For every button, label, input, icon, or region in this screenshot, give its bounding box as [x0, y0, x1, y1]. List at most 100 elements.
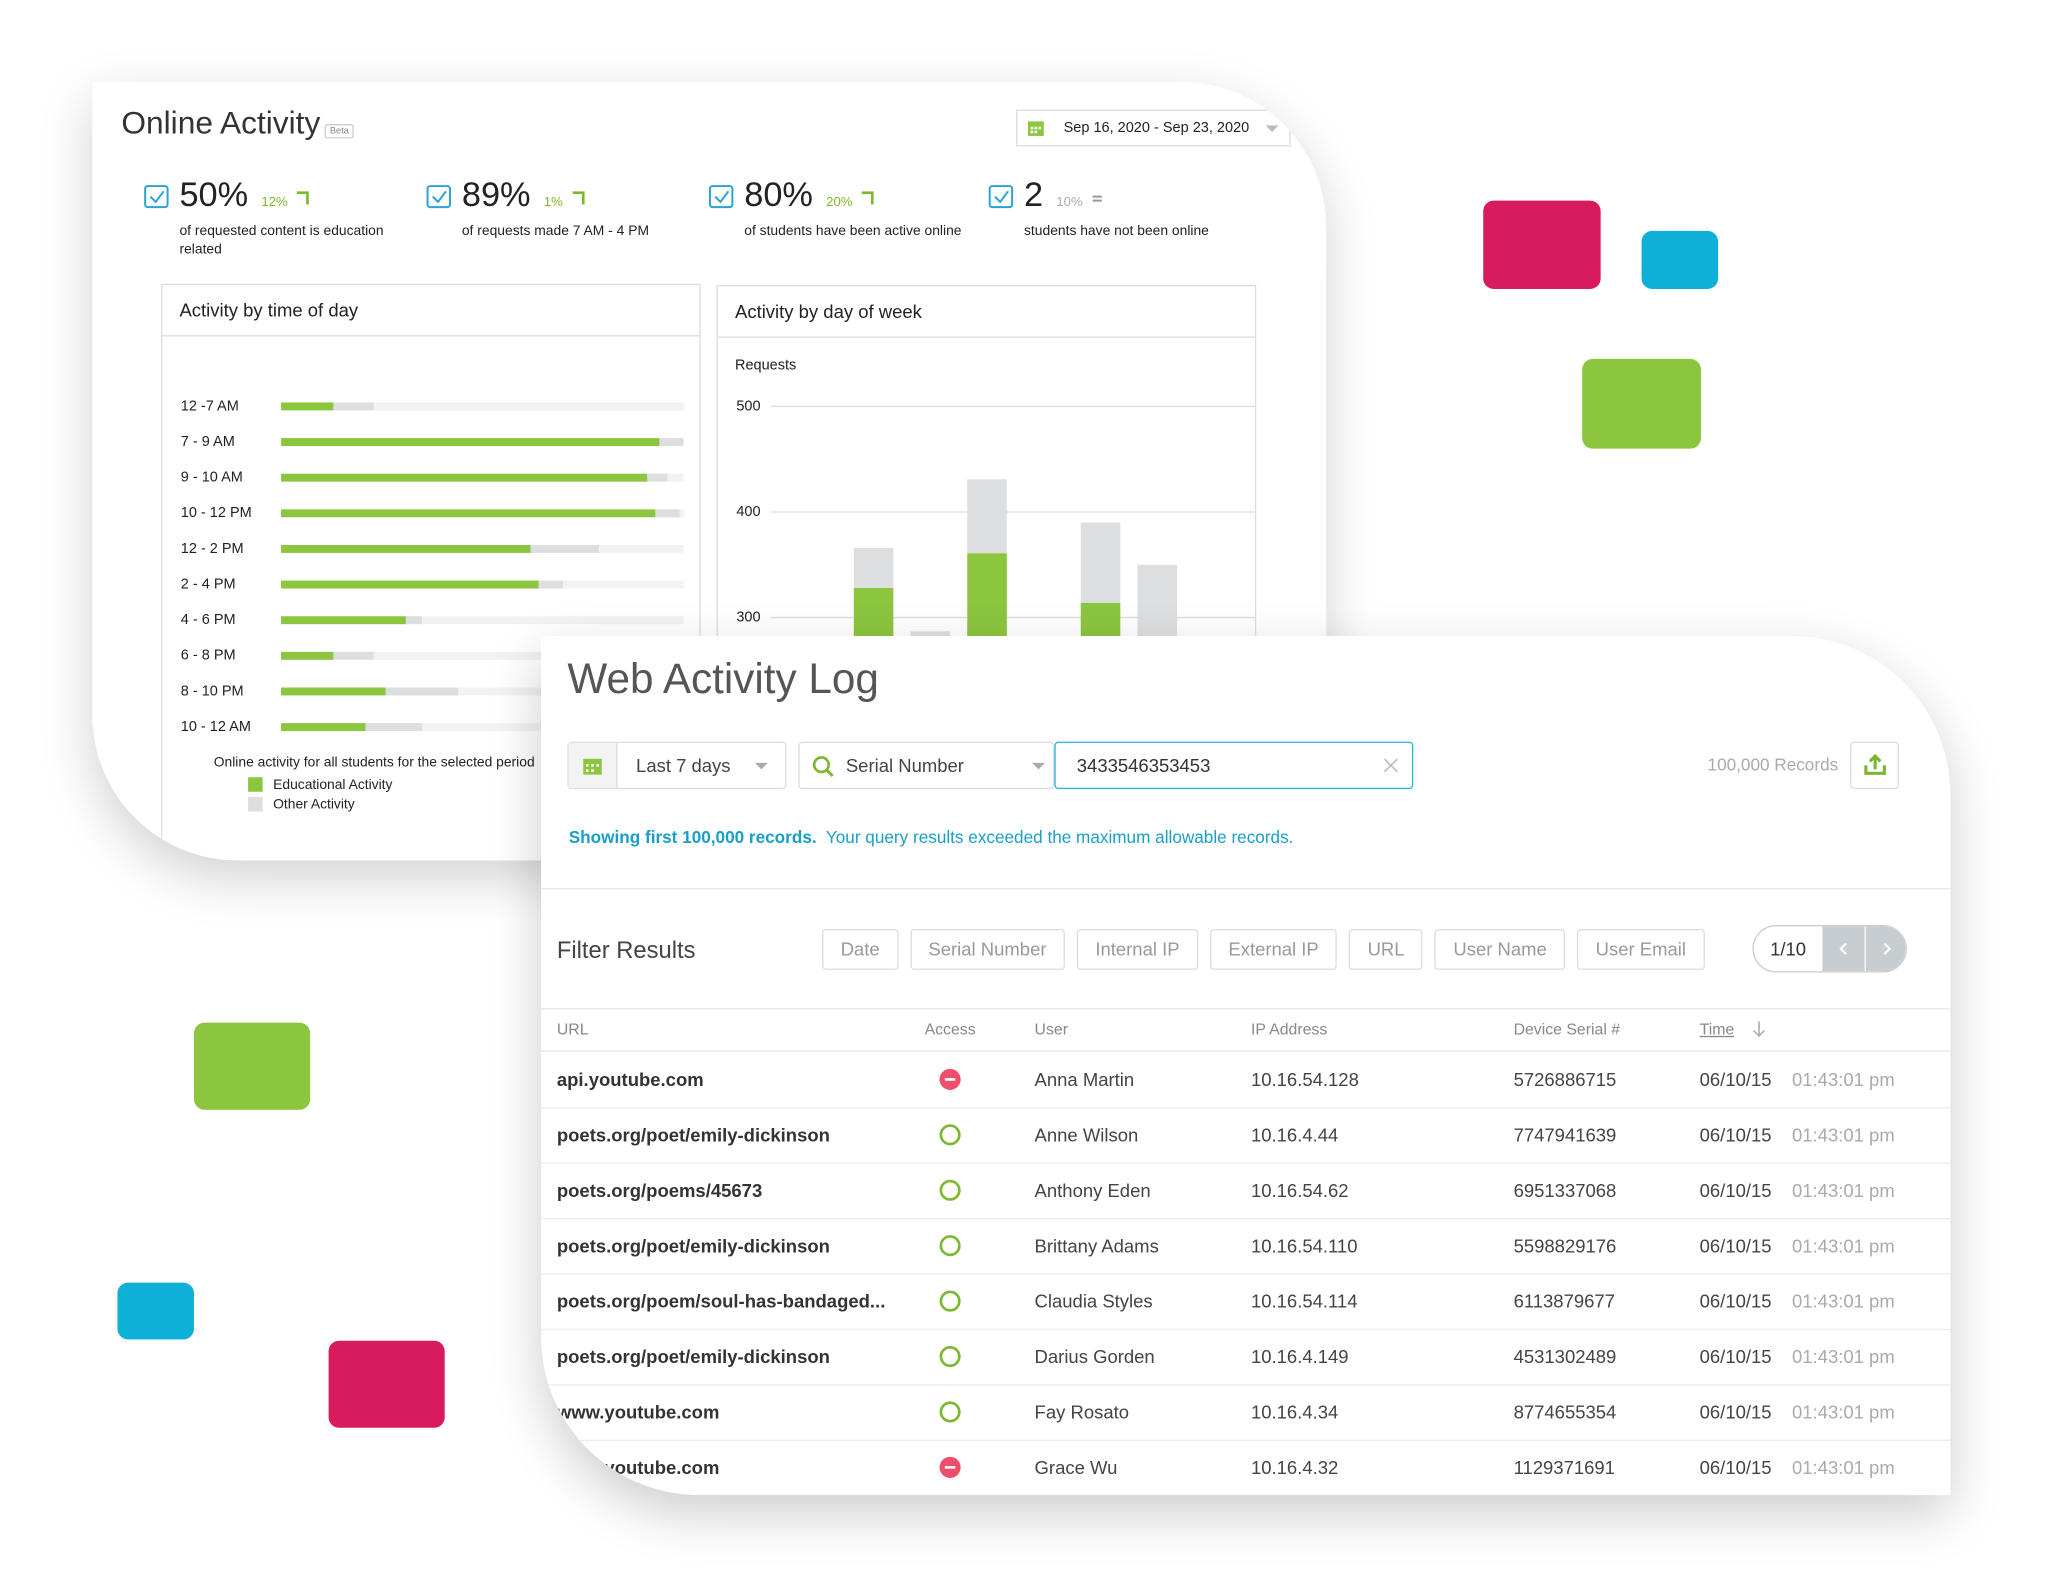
chart: 12 -7 AM 7 - 9 AM 9 - 10 AM 10 - 12 PM 12 - …	[181, 398, 684, 812]
filter-button[interactable]: URL	[1349, 928, 1424, 970]
allowed-icon	[939, 1401, 961, 1423]
stat-icon	[144, 185, 169, 209]
stat-value: 80%	[744, 174, 813, 214]
table-cell: Claudia Styles	[1034, 1290, 1153, 1312]
bar	[281, 687, 386, 696]
table-cell: Brittany Adams	[1034, 1235, 1159, 1257]
table-cell: 1129371691	[1513, 1456, 1615, 1478]
decor-square	[1582, 358, 1701, 449]
y-tick-label: 9 - 10 AM	[181, 470, 243, 486]
table-cell: 01:43:01 pm	[1792, 1068, 1895, 1090]
table-cell: 06/10/15	[1699, 1290, 1772, 1312]
filter-button[interactable]: Internal IP	[1076, 928, 1199, 970]
filter-button[interactable]: User Email	[1577, 928, 1705, 970]
table-cell: 10.16.54.110	[1250, 1235, 1358, 1257]
bar	[281, 509, 656, 518]
access-icon	[939, 1401, 961, 1423]
web-activity-panel: Web Activity Log Last 7 days Serial Numb…	[541, 636, 1951, 1496]
bar	[538, 580, 563, 589]
stat-value: 89%	[461, 174, 531, 214]
bar	[1080, 522, 1121, 603]
table-cell: api.youtube.com	[556, 1068, 704, 1090]
table-cell: poets.org/poem/soul-has-bandaged...	[556, 1290, 886, 1312]
filter-button[interactable]: User Name	[1434, 928, 1566, 970]
prev-button[interactable]	[1822, 926, 1865, 972]
access-icon	[939, 1235, 961, 1257]
y-axis-label: Requests	[735, 357, 796, 373]
chevron	[1883, 942, 1892, 955]
column-header: User	[1034, 1020, 1069, 1039]
field-select[interactable]: Serial Number	[798, 741, 1055, 790]
chart-caption: Online activity for all students for the…	[214, 753, 535, 769]
stat-change: 20%	[826, 195, 853, 210]
stat-value: 2	[1024, 174, 1044, 214]
divider	[541, 1008, 1951, 1010]
clear-icon[interactable]	[1384, 758, 1398, 772]
column-header: URL	[556, 1020, 589, 1039]
table-cell: 01:43:01 pm	[1792, 1235, 1895, 1257]
table-cell: 5726886715	[1513, 1068, 1617, 1090]
notice-text: Your query results exceeded the maximum …	[825, 827, 1294, 848]
icon-shape	[426, 185, 451, 209]
y-tick-label: 2 - 4 PM	[181, 576, 236, 592]
filter-button[interactable]: Date	[822, 928, 899, 970]
icon-shape	[144, 185, 169, 209]
trend-icon	[296, 191, 309, 205]
y-tick-label: 500	[736, 398, 760, 414]
table-cell: 06/10/15	[1699, 1345, 1772, 1368]
legend-swatch	[248, 797, 263, 812]
column-header: IP Address	[1250, 1020, 1328, 1039]
next-button[interactable]	[1865, 926, 1906, 972]
allowed-icon	[939, 1290, 961, 1312]
stat-value: 50%	[179, 174, 249, 214]
row-divider	[541, 1107, 1951, 1109]
access-icon	[939, 1179, 961, 1201]
notice-bold: Showing first 100,000 records.	[568, 827, 817, 848]
notice: Showing first 100,000 records. Your quer…	[569, 827, 1294, 847]
bar	[281, 544, 531, 553]
export-button[interactable]	[1850, 741, 1899, 790]
table-cell: 5598829176	[1513, 1235, 1617, 1257]
table-cell: 10.16.4.34	[1250, 1401, 1339, 1423]
pager: 1/10	[1752, 925, 1907, 973]
table-cell: Anna Martin	[1034, 1068, 1135, 1090]
date-range: Sep 16, 2020 - Sep 23, 2020	[1063, 120, 1250, 136]
period-value: Last 7 days	[636, 754, 731, 776]
table-cell: 06/10/15	[1699, 1456, 1772, 1478]
table-cell: 06/10/15	[1699, 1235, 1772, 1257]
table-cell: 8774655354	[1513, 1401, 1617, 1423]
filter-button[interactable]: External IP	[1209, 928, 1338, 970]
trend-arrow	[861, 191, 874, 205]
date-picker[interactable]: Sep 16, 2020 - Sep 23, 2020	[1016, 109, 1291, 147]
search-input[interactable]: 3433546353453	[1054, 741, 1414, 790]
row-divider	[541, 1328, 1951, 1331]
table-cell: poets.org/poems/45673	[556, 1179, 763, 1201]
y-tick-label: 300	[736, 609, 760, 625]
stat-description: of students have been active online	[744, 223, 962, 239]
bar	[385, 687, 459, 696]
stat-row: 89% 1%	[462, 174, 587, 215]
bar	[333, 651, 374, 660]
stat-change: 1%	[543, 195, 563, 210]
table-cell: Fay Rosato	[1034, 1401, 1130, 1423]
decor-square	[1483, 200, 1601, 289]
period-select[interactable]: Last 7 days	[567, 741, 787, 790]
allowed-icon	[939, 1345, 961, 1368]
blocked-dash	[944, 1078, 956, 1081]
filter-buttons: Date Serial Number Internal IP External IP U…	[822, 928, 1705, 970]
trend-icon	[861, 191, 874, 205]
table-cell: 10.16.4.32	[1250, 1456, 1339, 1478]
bar	[647, 473, 668, 482]
table-cell: Darius Gorden	[1034, 1345, 1155, 1368]
filter-button[interactable]: Serial Number	[909, 928, 1065, 970]
pager-label: 1/10	[1770, 938, 1807, 960]
stat-icon	[708, 185, 734, 209]
bar	[281, 402, 334, 411]
trend-equal	[1093, 195, 1103, 202]
y-tick-label: 12 - 2 PM	[181, 541, 244, 557]
table-cell: 01:43:01 pm	[1792, 1401, 1895, 1423]
log-table: URL Access User IP Address Device Serial # Ti…	[541, 1008, 1951, 1495]
stat-change: 12%	[261, 195, 288, 210]
y-tick-label: 10 - 12 PM	[181, 505, 252, 521]
